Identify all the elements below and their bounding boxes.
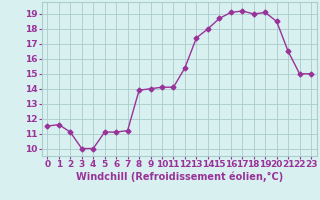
X-axis label: Windchill (Refroidissement éolien,°C): Windchill (Refroidissement éolien,°C) (76, 172, 283, 182)
